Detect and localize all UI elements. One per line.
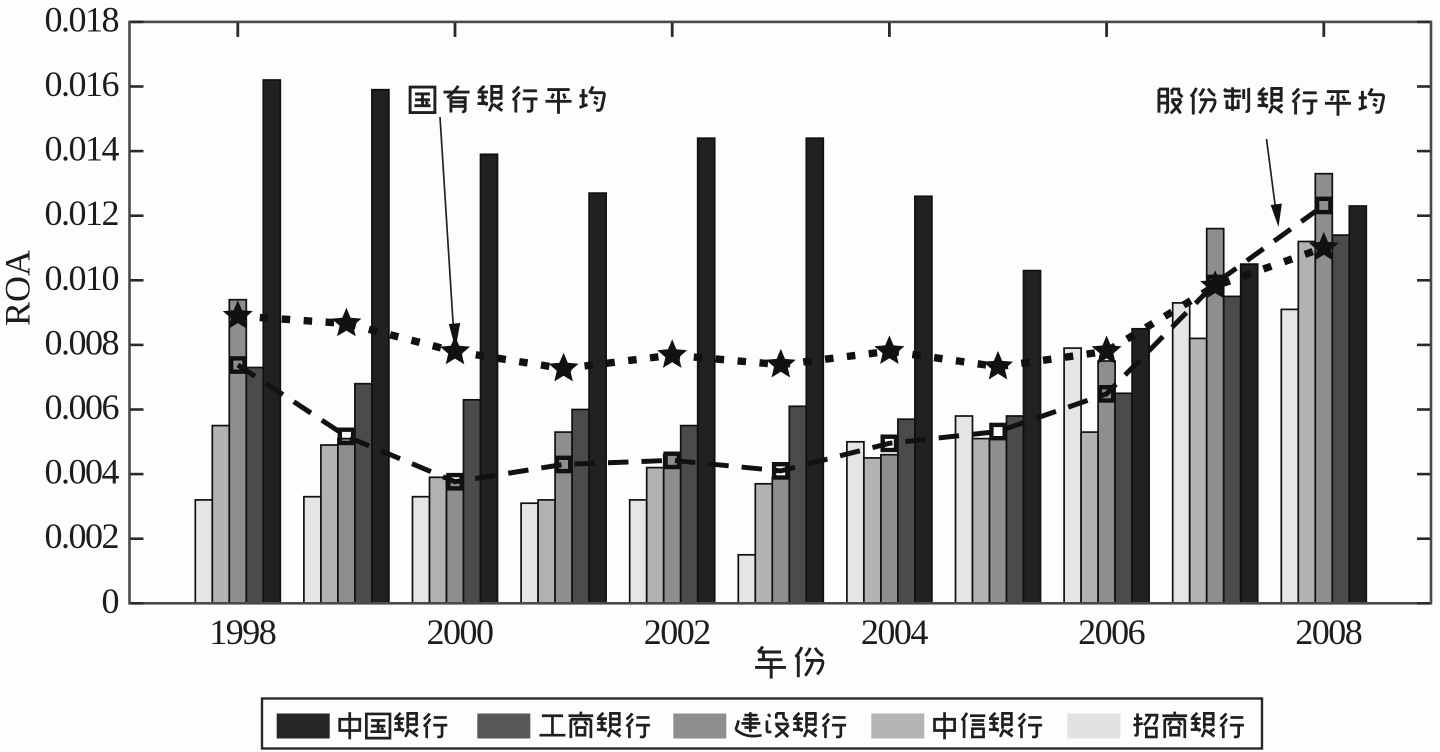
svg-text:0.016: 0.016 [45,64,119,104]
svg-text:0.006: 0.006 [45,387,119,427]
svg-text:2002: 2002 [644,612,711,652]
svg-text:0.010: 0.010 [45,258,119,298]
svg-text:2006: 2006 [1078,612,1145,652]
svg-text:0.004: 0.004 [45,452,120,492]
svg-text:0.018: 0.018 [45,0,119,39]
svg-text:2000: 2000 [427,612,494,652]
svg-text:1998: 1998 [209,612,276,652]
svg-text:2008: 2008 [1295,612,1362,652]
svg-text:0: 0 [102,581,119,621]
svg-text:0.008: 0.008 [45,322,119,362]
svg-text:0.012: 0.012 [45,193,119,233]
svg-text:0.002: 0.002 [45,516,119,556]
svg-text:2004: 2004 [861,612,929,652]
svg-text:0.014: 0.014 [45,129,120,169]
svg-text:ROA: ROA [0,250,38,326]
